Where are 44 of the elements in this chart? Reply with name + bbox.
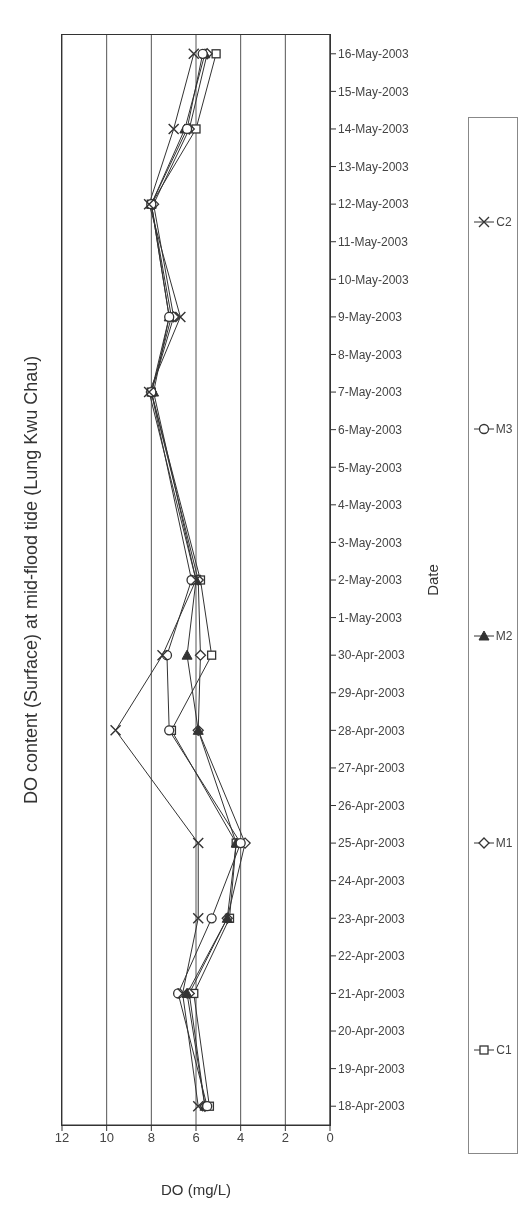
y-tick-label: 14-May-2003 bbox=[338, 122, 410, 137]
y-tick-label: 9-May-2003 bbox=[338, 310, 403, 325]
y-tick-label: 8-May-2003 bbox=[338, 347, 403, 362]
x-tick-label: 8 bbox=[147, 1130, 155, 1146]
y-axis-title: Date bbox=[424, 564, 442, 596]
y-tick-label: 18-Apr-2003 bbox=[338, 1099, 406, 1114]
x-tick-label: 12 bbox=[54, 1130, 70, 1146]
y-tick-label: 12-May-2003 bbox=[338, 197, 410, 212]
x-tick-label: 10 bbox=[99, 1130, 114, 1146]
y-tick-label: 15-May-2003 bbox=[338, 84, 410, 99]
legend-label: M1 bbox=[495, 835, 513, 850]
y-tick-label: 4-May-2003 bbox=[338, 498, 403, 513]
y-tick-label: 22-Apr-2003 bbox=[338, 949, 406, 964]
y-tick-label: 29-Apr-2003 bbox=[338, 686, 406, 701]
y-tick-label: 26-Apr-2003 bbox=[338, 798, 406, 813]
x-axis-title: DO (mg/L) bbox=[160, 1181, 232, 1198]
y-tick-label: 30-Apr-2003 bbox=[338, 648, 406, 663]
x-tick-label: 6 bbox=[192, 1130, 200, 1146]
y-tick-label: 11-May-2003 bbox=[338, 234, 409, 249]
y-tick-label: 28-Apr-2003 bbox=[338, 723, 406, 738]
y-tick-label: 2-May-2003 bbox=[338, 573, 403, 588]
y-tick-label: 20-Apr-2003 bbox=[338, 1024, 406, 1039]
y-tick-label: 23-Apr-2003 bbox=[338, 911, 406, 926]
legend-label: C2 bbox=[496, 214, 512, 229]
legend-label: M2 bbox=[495, 628, 513, 643]
y-tick-label: 16-May-2003 bbox=[338, 47, 410, 62]
y-tick-label: 6-May-2003 bbox=[338, 422, 403, 437]
y-tick-label: 7-May-2003 bbox=[338, 385, 403, 400]
legend-label: C1 bbox=[496, 1042, 512, 1057]
x-tick-label: 4 bbox=[237, 1130, 245, 1146]
y-tick-label: 1-May-2003 bbox=[338, 610, 403, 625]
y-tick-label: 3-May-2003 bbox=[338, 535, 403, 550]
y-tick-label: 27-Apr-2003 bbox=[338, 761, 406, 776]
y-tick-label: 25-Apr-2003 bbox=[338, 836, 406, 851]
legend-label: M3 bbox=[495, 421, 513, 436]
y-tick-label: 19-Apr-2003 bbox=[338, 1061, 406, 1076]
y-tick-label: 13-May-2003 bbox=[338, 159, 410, 174]
text: DO content (Surface) at mid-flood tide (Lung Kwu Chau) bbox=[20, 354, 42, 807]
y-tick-label: 10-May-2003 bbox=[338, 272, 410, 287]
y-tick-label: 5-May-2003 bbox=[338, 460, 403, 475]
y-tick-label: 21-Apr-2003 bbox=[338, 986, 406, 1001]
x-tick-label: 0 bbox=[326, 1130, 334, 1146]
x-tick-label: 2 bbox=[281, 1130, 289, 1146]
y-tick-label: 24-Apr-2003 bbox=[338, 873, 406, 888]
